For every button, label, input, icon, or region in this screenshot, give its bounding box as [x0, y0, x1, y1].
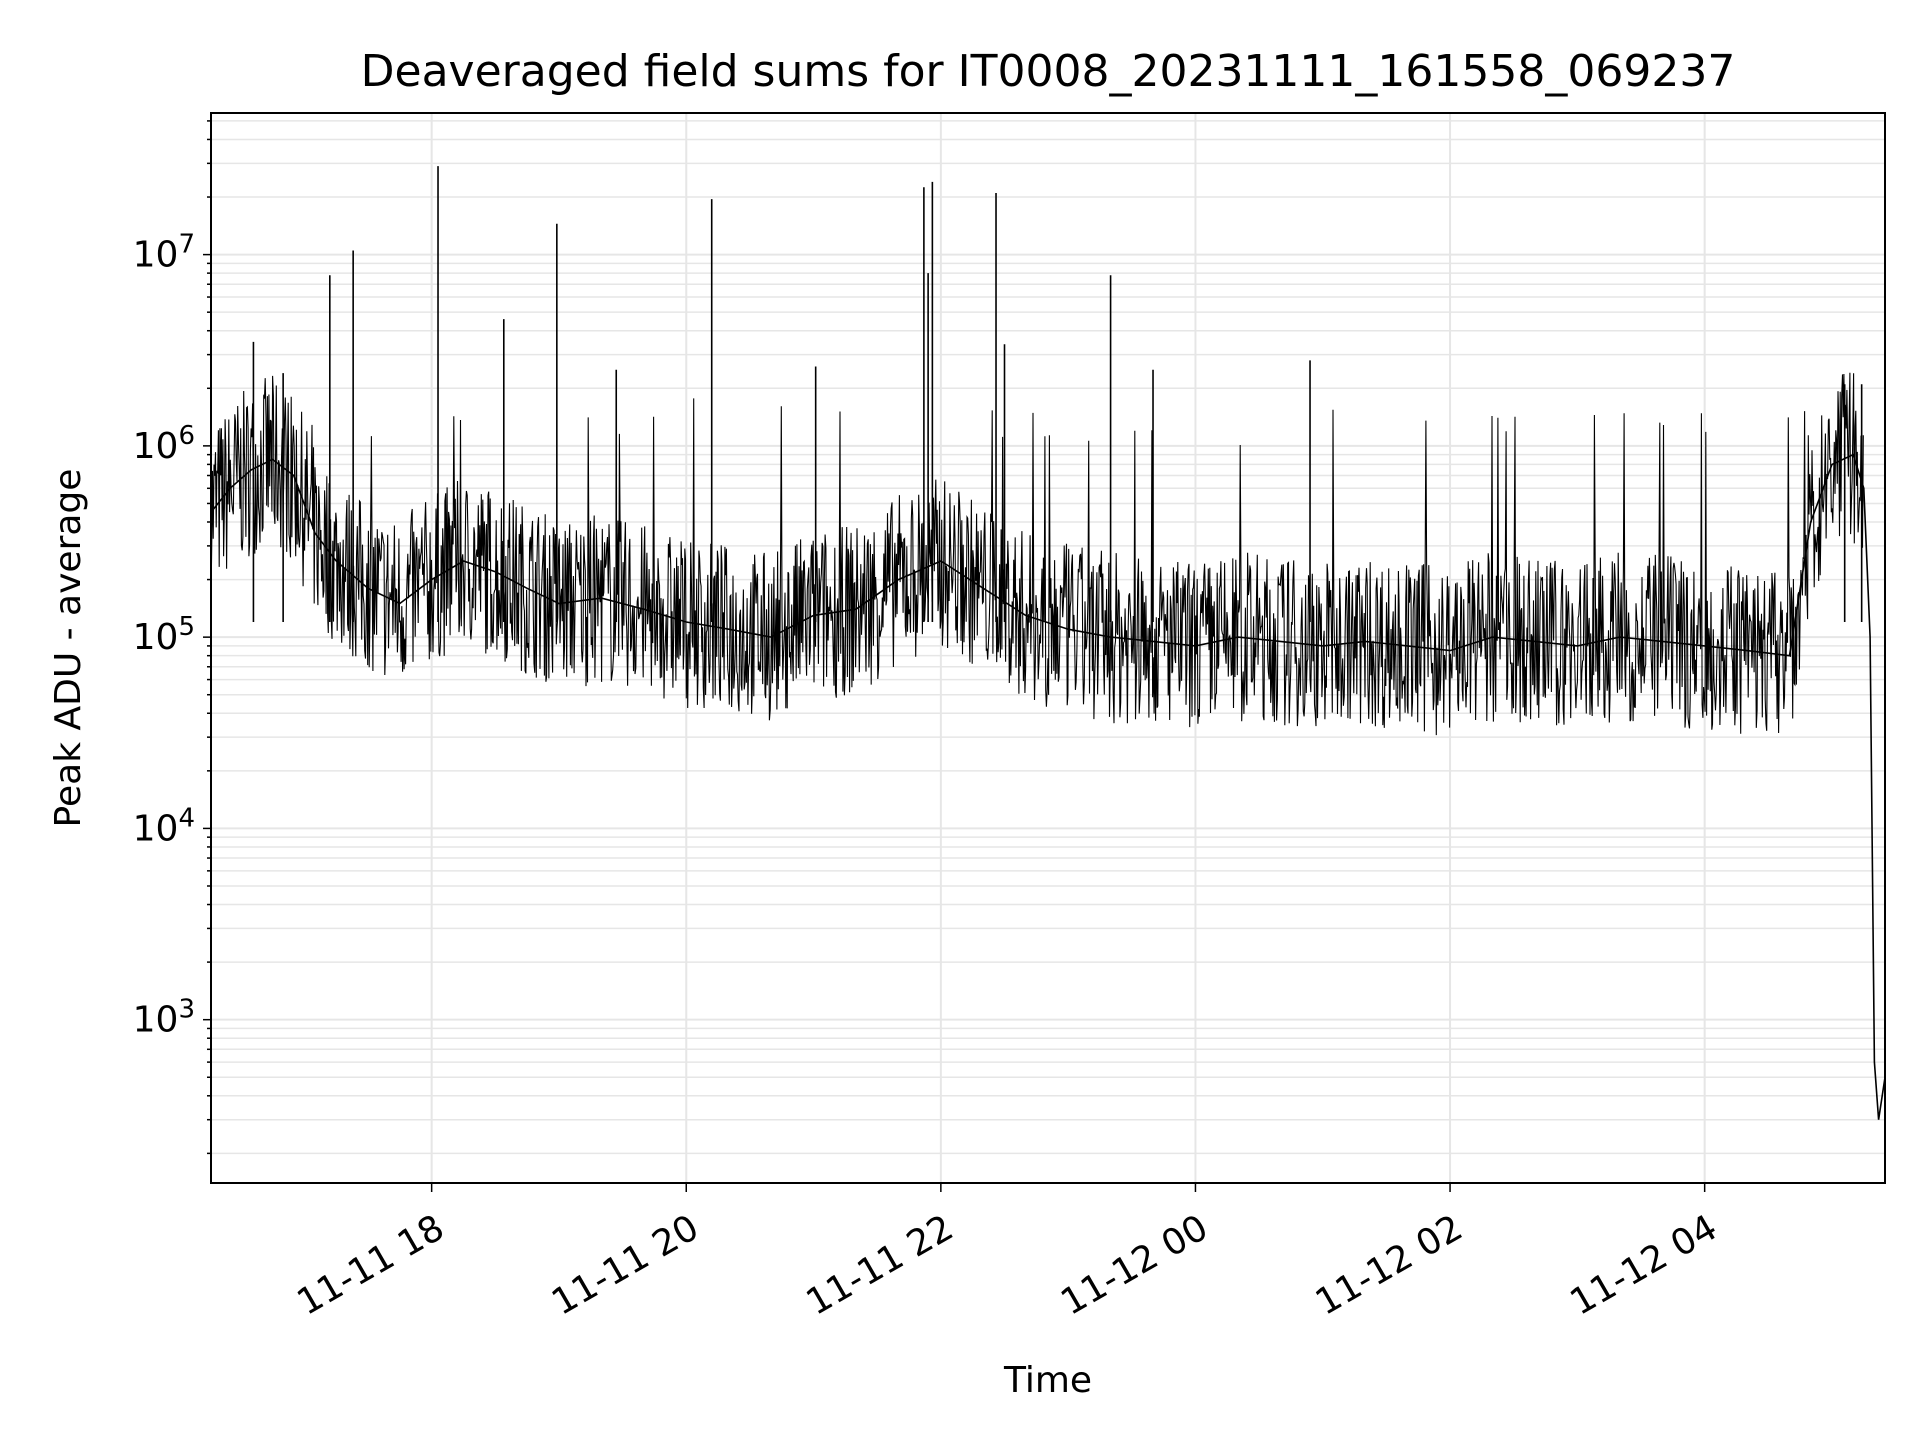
chart-title: Deaveraged field sums for IT0008_2023111…: [361, 46, 1736, 97]
series-fluctuation: [210, 372, 1864, 736]
x-tick-label: 11-12 02: [1309, 1207, 1470, 1323]
x-tick-label: 11-12 00: [1054, 1207, 1215, 1323]
x-tick-label: 11-11 22: [800, 1207, 961, 1323]
y-axis-label: Peak ADU - average: [48, 469, 89, 828]
y-tick-label: 105: [133, 612, 195, 658]
x-tick-label: 11-11 18: [290, 1207, 451, 1323]
grid: [211, 113, 1885, 1183]
y-tick-label: 106: [133, 421, 195, 467]
x-axis-label: Time: [1003, 1360, 1092, 1401]
x-tick-label: 11-12 04: [1563, 1207, 1724, 1323]
plot-frame: [210, 112, 1886, 1184]
x-tick-label: 11-11 20: [545, 1207, 706, 1323]
y-tick-label: 103: [133, 995, 195, 1041]
series-layer: [210, 166, 1886, 1120]
y-tick-label: 107: [133, 230, 195, 276]
y-tick-label: 104: [133, 803, 195, 849]
